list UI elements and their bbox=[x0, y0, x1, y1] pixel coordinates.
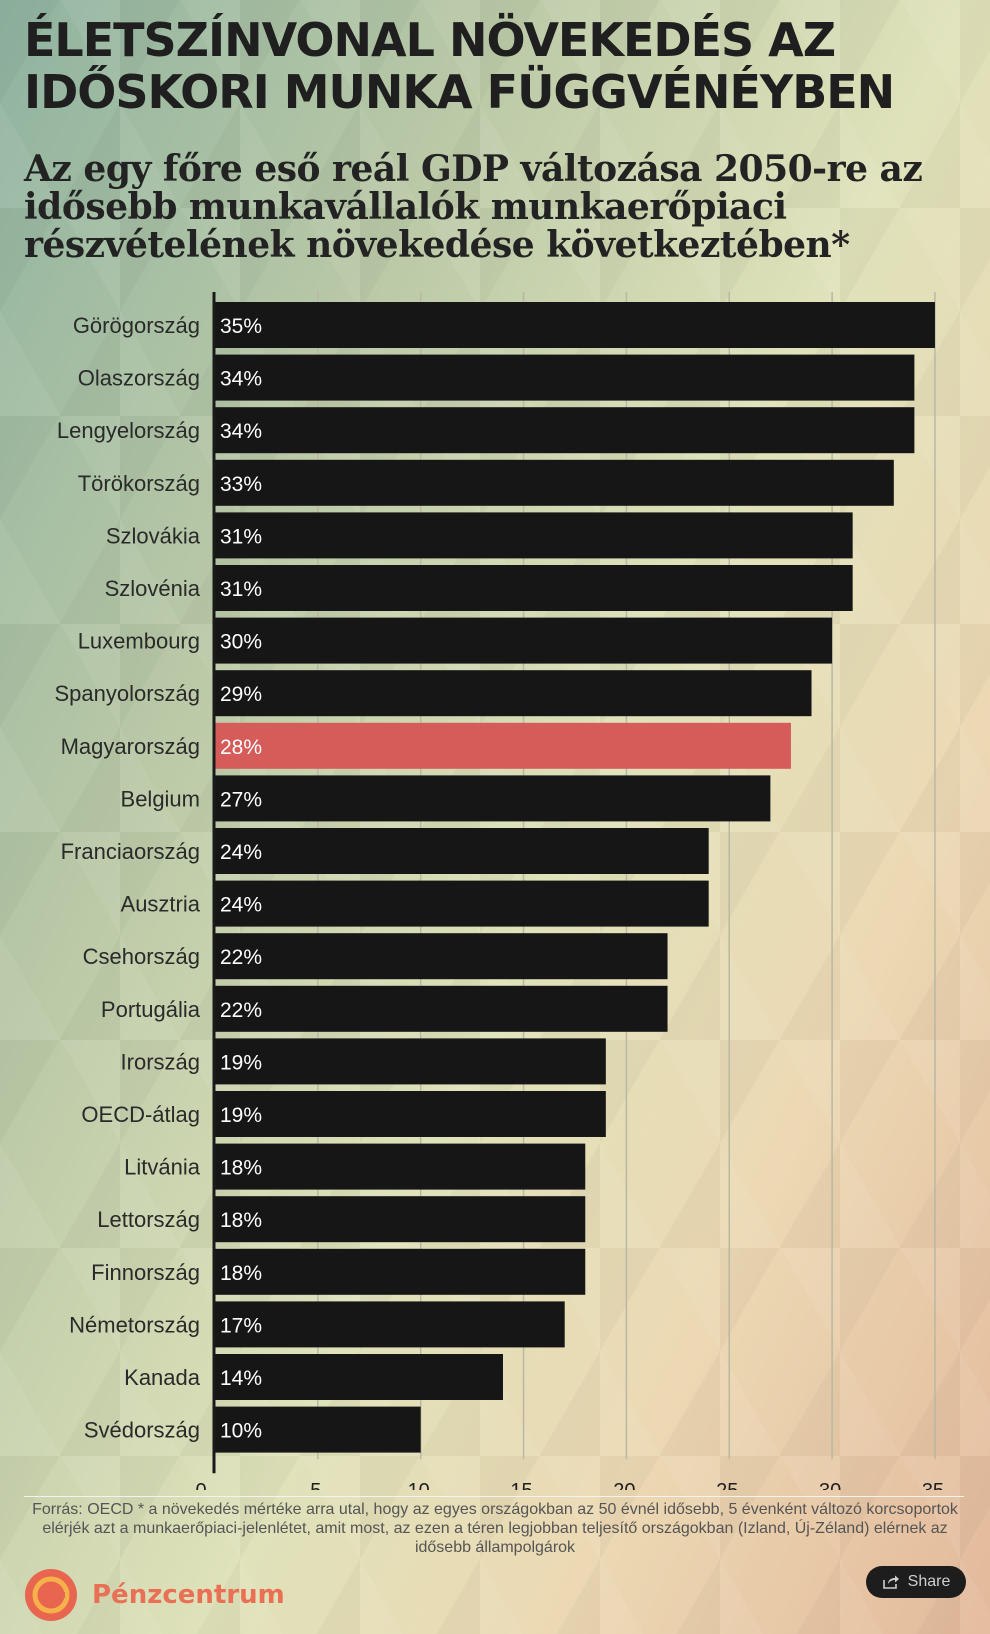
x-tick-label: 35 bbox=[922, 1480, 944, 1490]
category-label: Lettország bbox=[97, 1207, 200, 1232]
bar bbox=[215, 1354, 503, 1400]
category-label: Törökország bbox=[78, 471, 200, 496]
chart-subtitle: Az egy főre eső reál GDP változása 2050-… bbox=[24, 148, 923, 266]
value-label: 27% bbox=[220, 788, 262, 811]
value-label: 19% bbox=[220, 1104, 262, 1127]
bar bbox=[215, 933, 668, 980]
category-label: Lengyelország bbox=[57, 418, 200, 443]
x-tick-label: 30 bbox=[819, 1480, 841, 1490]
bar bbox=[215, 880, 709, 927]
bar bbox=[215, 302, 935, 348]
source-note: Forrás: OECD * a növekedés mértéke arra … bbox=[32, 1501, 958, 1556]
category-label: Szlovákia bbox=[106, 523, 201, 548]
category-label: OECD-átlag bbox=[81, 1102, 200, 1127]
value-label: 14% bbox=[220, 1367, 262, 1390]
x-tick-label: 10 bbox=[408, 1480, 430, 1490]
bar bbox=[215, 512, 853, 559]
source-divider bbox=[24, 1496, 964, 1497]
x-tick-label: 15 bbox=[510, 1480, 532, 1490]
bar bbox=[215, 985, 668, 1032]
value-label: 10% bbox=[220, 1420, 262, 1443]
bar bbox=[215, 670, 812, 717]
bar-chart: Görögország 35% Olaszország 34% Lengyelorszá… bbox=[54, 292, 944, 1490]
value-label: 30% bbox=[220, 631, 262, 654]
x-tick-label: 20 bbox=[613, 1480, 635, 1490]
bar bbox=[215, 1248, 586, 1295]
bar bbox=[215, 565, 853, 611]
category-label: Finnország bbox=[91, 1260, 200, 1285]
brand[interactable]: Pénzcentrum bbox=[24, 1567, 285, 1623]
category-label: Csehország bbox=[83, 944, 200, 969]
category-label: Luxembourg bbox=[78, 629, 200, 654]
value-label: 34% bbox=[220, 420, 262, 443]
brand-name: Pénzcentrum bbox=[92, 1580, 285, 1610]
bar bbox=[215, 828, 709, 874]
bar bbox=[215, 775, 771, 822]
value-label: 22% bbox=[220, 946, 262, 969]
x-tick-label: 0 bbox=[195, 1480, 206, 1490]
category-label: Ausztria bbox=[121, 892, 201, 917]
value-label: 17% bbox=[220, 1314, 262, 1337]
category-label: Spanyolország bbox=[54, 681, 200, 706]
bar bbox=[215, 1196, 586, 1243]
value-label: 19% bbox=[220, 1051, 262, 1074]
penzcentrum-logo-icon bbox=[25, 1569, 77, 1621]
bar bbox=[215, 1091, 606, 1137]
category-label: Szlovénia bbox=[105, 576, 201, 601]
value-label: 18% bbox=[220, 1262, 262, 1285]
bar bbox=[215, 617, 833, 664]
bars: Görögország 35% Olaszország 34% Lengyelorszá… bbox=[54, 302, 935, 1453]
category-label: Belgium bbox=[121, 786, 200, 811]
category-label: Kanada bbox=[124, 1365, 201, 1390]
category-label: Svédország bbox=[84, 1418, 200, 1443]
value-label: 29% bbox=[220, 683, 262, 706]
category-label: Magyarország bbox=[61, 734, 200, 759]
category-label: Portugália bbox=[101, 997, 201, 1022]
bar bbox=[215, 1301, 565, 1348]
value-label: 18% bbox=[220, 1209, 262, 1232]
axes: 0 5 10 15 20 25 30 35 bbox=[195, 292, 944, 1490]
value-label: 24% bbox=[220, 841, 262, 864]
bar bbox=[215, 354, 915, 401]
value-label: 18% bbox=[220, 1157, 262, 1180]
category-label: Irország bbox=[121, 1049, 200, 1074]
value-label: 24% bbox=[220, 894, 262, 917]
share-button[interactable]: Share bbox=[866, 1566, 966, 1598]
share-icon bbox=[882, 1575, 899, 1589]
bar bbox=[215, 1143, 586, 1190]
value-label: 35% bbox=[220, 315, 262, 338]
bar bbox=[215, 1406, 421, 1453]
category-label: Franciaország bbox=[61, 839, 200, 864]
value-label: 22% bbox=[220, 999, 262, 1022]
value-label: 31% bbox=[220, 578, 262, 601]
category-label: Görögország bbox=[73, 313, 200, 338]
value-label: 33% bbox=[220, 473, 262, 496]
category-label: Olaszország bbox=[78, 366, 200, 391]
value-label: 31% bbox=[220, 525, 262, 548]
category-label: Litvánia bbox=[124, 1155, 201, 1180]
value-label: 34% bbox=[220, 368, 262, 391]
x-tick-label: 25 bbox=[716, 1480, 738, 1490]
bar-highlight bbox=[215, 722, 791, 769]
value-label: 28% bbox=[220, 736, 262, 759]
x-tick-label: 5 bbox=[310, 1480, 321, 1490]
page-title: ÉLETSZÍNVONAL NÖVEKEDÉS AZ IDŐSKORI MUNK… bbox=[24, 13, 895, 119]
bar bbox=[215, 1038, 606, 1085]
bar bbox=[215, 459, 894, 506]
bar bbox=[215, 407, 915, 454]
share-label: Share bbox=[907, 1573, 951, 1590]
category-label: Németország bbox=[69, 1312, 200, 1337]
